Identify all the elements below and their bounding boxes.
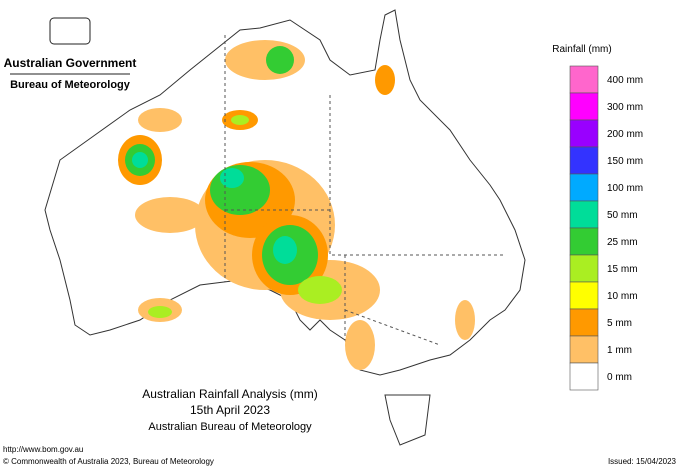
legend-label: 1 mm <box>607 345 632 356</box>
tasmania <box>384 394 431 446</box>
legend-label: 150 mm <box>607 156 643 167</box>
legend-swatch <box>569 281 599 310</box>
legend-swatch <box>569 200 599 229</box>
legend-swatch <box>569 254 599 283</box>
legend-title: Rainfall (mm) <box>552 44 611 55</box>
state-borders <box>224 35 505 346</box>
rain-area <box>298 276 342 304</box>
footer-issued: Issued: 15/04/2023 <box>608 457 677 466</box>
legend-swatch <box>569 227 599 256</box>
legend-swatch <box>569 146 599 175</box>
legend-label: 0 mm <box>607 372 632 383</box>
state-border <box>344 255 441 346</box>
rain-area <box>455 300 475 340</box>
legend-label: 10 mm <box>607 291 638 302</box>
rain-area <box>273 236 297 264</box>
rain-area <box>148 306 172 318</box>
legend-swatch <box>569 335 599 364</box>
rain-area <box>135 197 205 233</box>
map <box>44 9 526 446</box>
logo: Australian Government Bureau of Meteorol… <box>4 17 137 91</box>
footer-url: http://www.bom.gov.au <box>3 445 83 454</box>
legend-label: 25 mm <box>607 237 638 248</box>
government-name: Australian Government <box>4 56 137 70</box>
footer-copyright: © Commonwealth of Australia 2023, Bureau… <box>3 457 214 466</box>
legend-swatch <box>569 92 599 121</box>
map-source: Australian Bureau of Meteorology <box>148 421 312 433</box>
legend: 400 mm 300 mm 200 mm 150 mm 100 mm 50 mm 25 mm… <box>569 65 643 391</box>
legend-label: 200 mm <box>607 129 643 140</box>
state-border <box>329 95 505 256</box>
legend-swatch <box>569 173 599 202</box>
rain-area <box>138 108 182 132</box>
map-date: 15th April 2023 <box>190 403 270 417</box>
legend-label: 100 mm <box>607 183 643 194</box>
legend-swatch <box>569 65 599 94</box>
legend-label: 400 mm <box>607 75 643 86</box>
map-title: Australian Rainfall Analysis (mm) <box>142 387 317 401</box>
emblem <box>49 17 91 45</box>
legend-label: 5 mm <box>607 318 632 329</box>
rain-area <box>345 320 375 370</box>
legend-label: 300 mm <box>607 102 643 113</box>
rain-area <box>375 65 395 95</box>
rain-area <box>266 46 294 74</box>
legend-swatch <box>569 308 599 337</box>
legend-label: 50 mm <box>607 210 638 221</box>
rainfall-areas <box>118 40 475 370</box>
rain-area <box>231 115 249 125</box>
agency-name: Bureau of Meteorology <box>10 79 131 91</box>
legend-label: 15 mm <box>607 264 638 275</box>
legend-swatch <box>569 119 599 148</box>
rain-area <box>220 168 244 188</box>
legend-swatch <box>569 362 599 391</box>
rain-area <box>132 152 148 168</box>
